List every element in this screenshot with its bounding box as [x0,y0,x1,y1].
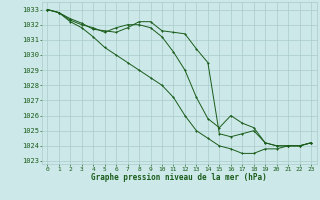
X-axis label: Graphe pression niveau de la mer (hPa): Graphe pression niveau de la mer (hPa) [91,173,267,182]
